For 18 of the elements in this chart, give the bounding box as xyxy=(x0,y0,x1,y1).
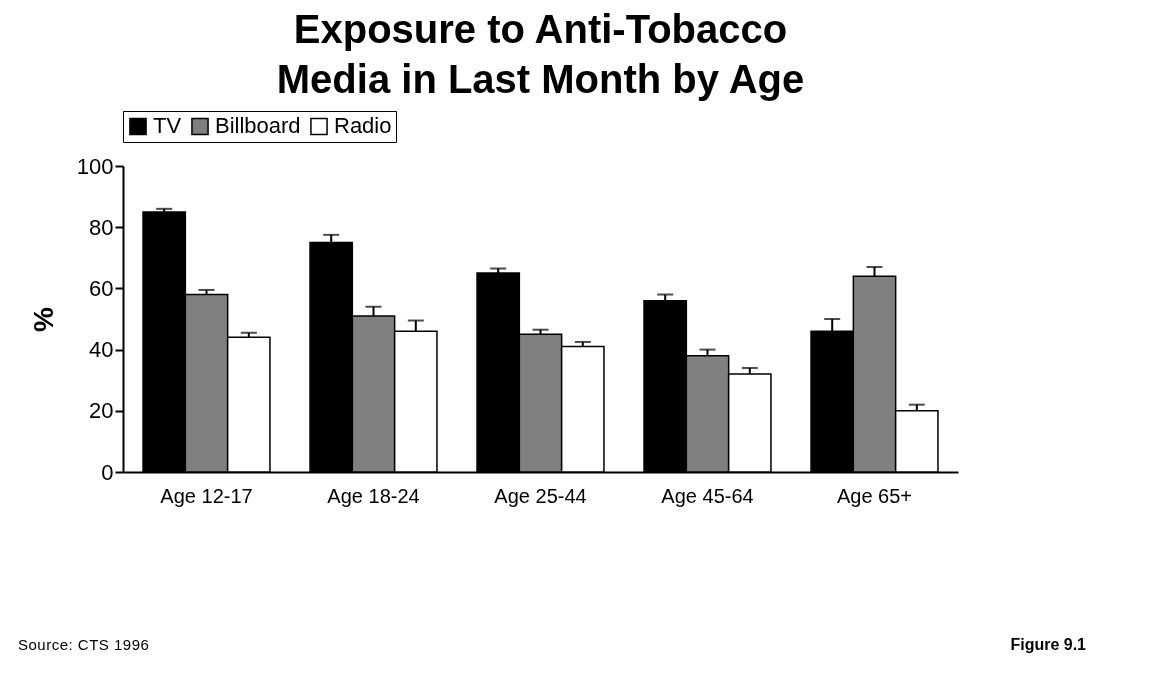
legend-label: Billboard xyxy=(215,113,301,139)
caption: Figure 9.1 xyxy=(1010,636,1086,654)
x-tick-label: Age 12-17 xyxy=(160,484,253,507)
y-tick-label: 40 xyxy=(89,337,114,363)
x-tick-label: Age 18-24 xyxy=(327,484,420,507)
y-tick-label: 80 xyxy=(89,214,114,240)
y-tick-label: 0 xyxy=(101,459,114,485)
y-tick-label: 60 xyxy=(89,275,114,301)
y-axis-title: % xyxy=(27,306,59,332)
legend-label: Radio xyxy=(334,113,392,139)
legend-label: TV xyxy=(153,113,182,139)
y-tick-label: 100 xyxy=(76,153,114,179)
x-tick-label: Age 65+ xyxy=(836,484,913,507)
y-tick-label: 20 xyxy=(89,398,114,424)
x-tick-label: Age 25-44 xyxy=(494,484,587,507)
source-note: Source: CTS 1996 xyxy=(18,636,150,653)
x-tick-label: Age 45-64 xyxy=(661,484,754,507)
chart-title: Exposure to Anti-Tobacco Media in Last Month by Age xyxy=(276,6,805,101)
